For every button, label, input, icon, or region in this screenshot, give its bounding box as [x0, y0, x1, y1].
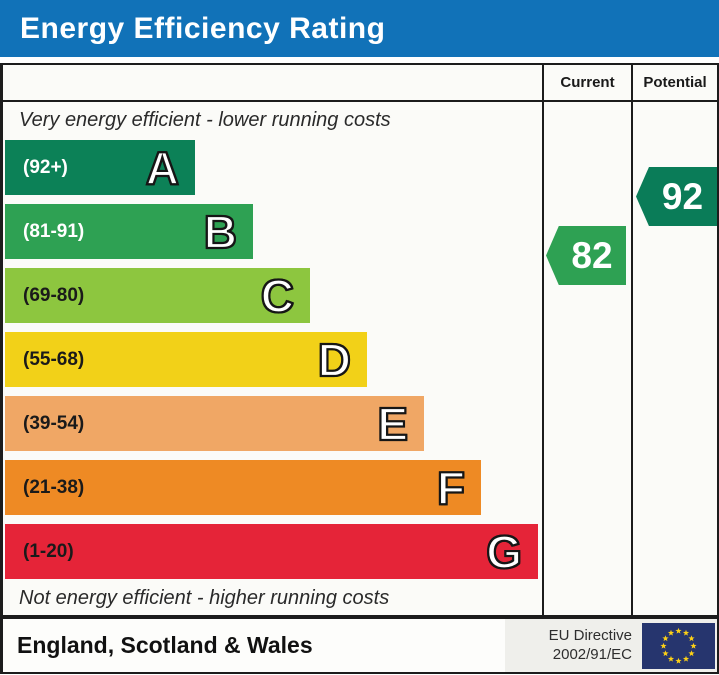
eu-directive-panel: EU Directive 2002/91/EC — [505, 619, 717, 672]
band-range-a: (92+) — [23, 156, 68, 178]
eu-flag-icon — [642, 622, 715, 669]
band-letter-d: D — [317, 333, 352, 386]
eu-directive-text: EU Directive 2002/91/EC — [549, 627, 632, 665]
band-row-a: (92+) A — [5, 140, 195, 195]
page-title: Energy Efficiency Rating — [20, 11, 386, 45]
eu-directive-line2: 2002/91/EC — [552, 645, 632, 663]
top-note: Very energy efficient - lower running co… — [19, 109, 391, 131]
band-letter-f: F — [436, 461, 466, 514]
potential-value: 92 — [661, 175, 704, 217]
band-row-e: (39-54) E — [5, 396, 424, 451]
potential-column-divider — [631, 65, 633, 615]
band-range-f: (21-38) — [23, 476, 85, 498]
band-range-g: (1-20) — [23, 540, 74, 562]
band-row-g: (1-20) G — [5, 524, 538, 579]
band-letter-c: C — [260, 269, 295, 322]
eu-directive-line1: EU Directive — [548, 626, 632, 644]
band-range-d: (55-68) — [23, 348, 85, 370]
footer-region-label: England, Scotland & Wales — [17, 632, 313, 658]
band-row-b: (81-91) B — [5, 204, 253, 259]
band-letter-g: G — [485, 525, 523, 578]
potential-arrow: 92 — [636, 167, 717, 226]
band-row-d: (55-68) D — [5, 332, 367, 387]
band-range-b: (81-91) — [23, 220, 85, 242]
title-bar: Energy Efficiency Rating — [0, 0, 719, 57]
current-column-header: Current — [560, 74, 615, 91]
band-row-f: (21-38) F — [5, 460, 481, 515]
current-value: 82 — [571, 234, 613, 276]
current-arrow: 82 — [546, 226, 626, 285]
band-range-c: (69-80) — [23, 284, 85, 306]
band-range-e: (39-54) — [23, 412, 85, 434]
header-divider — [3, 100, 717, 102]
band-row-c: (69-80) C — [5, 268, 310, 323]
band-letter-b: B — [203, 205, 238, 258]
band-letter-a: A — [145, 141, 180, 194]
current-column-divider — [542, 65, 544, 615]
bottom-note: Not energy efficient - higher running co… — [19, 587, 390, 609]
potential-column-header: Potential — [643, 74, 707, 91]
rating-table: Current Potential Very energy efficient … — [0, 63, 719, 617]
footer: England, Scotland & Wales EU Directive 2… — [0, 617, 719, 674]
band-letter-e: E — [376, 397, 409, 450]
